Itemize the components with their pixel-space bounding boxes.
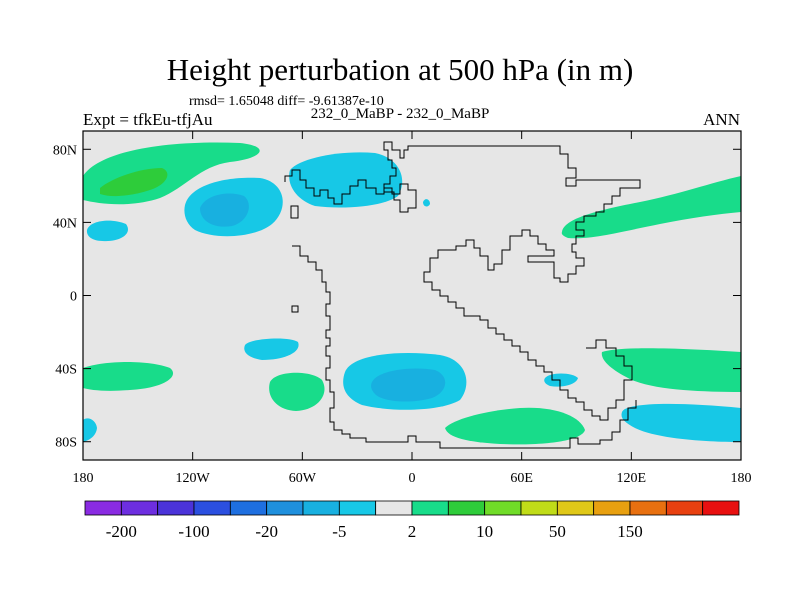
lat-tick-label: 40S [55,363,77,378]
lon-tick-label: 180 [73,471,94,486]
stats-label: rmsd= 1.65048 diff= -9.61387e-10 [189,94,384,109]
colorbar-swatch [411,500,449,516]
anomaly-region-positive [561,176,741,239]
anomaly-region-positive [269,372,325,411]
anomaly-region-negative [544,373,578,387]
colorbar-swatch [593,500,631,516]
colorbar-swatch [520,500,558,516]
lat-tick-label: 0 [70,290,77,305]
colorbar-swatch [229,500,268,516]
longitude-axis: 180 120W 60W 0 60E 120E 180 [73,131,752,486]
lat-tick-label: 80N [53,143,77,158]
colorbar-swatch [556,500,595,516]
lon-tick-label: 180 [731,471,752,486]
colorbar-label: 2 [408,522,417,541]
case-label: 232_0_MaBP - 232_0_MaBP [310,106,490,122]
colorbar-label: 150 [617,522,643,541]
colorbar: -200 -100 -20 -5 2 10 50 150 [84,500,740,541]
anomaly-region-negative [83,418,97,442]
continent-outlines [284,141,641,449]
anomaly-region-negative [371,368,446,402]
anomaly-region-positive [601,348,741,392]
anomaly-region-positive [445,407,585,445]
continent-outline [292,245,637,449]
colorbar-swatch [157,500,195,516]
season-label: ANN [703,110,740,129]
lon-tick-label: 120E [617,471,647,486]
colorbar-swatch [665,500,704,516]
colorbar-swatch [629,500,667,516]
lat-tick-label: 80S [55,436,77,451]
island-outline [291,305,299,313]
colorbar-label: -100 [178,522,209,541]
anomaly-region-positive [100,168,168,197]
colorbar-swatch [484,500,522,516]
colorbar-swatch [266,500,304,516]
colorbar-swatch [702,500,740,516]
colorbar-label: 10 [476,522,493,541]
plot-title: Height perturbation at 500 hPa (in m) [166,52,634,87]
colorbar-swatch [193,500,231,516]
colorbar-label: 50 [549,522,566,541]
colorbar-swatch [84,500,122,516]
lon-tick-label: 120W [176,471,211,486]
colorbar-swatch [338,500,377,516]
anomaly-region-negative [423,199,430,207]
colorbar-swatch [447,500,486,516]
experiment-label: Expt = tfkEu-tfjAu [83,110,213,129]
latitude-axis: 80N 40N 0 40S 80S [53,143,741,451]
continent-outline [284,141,641,421]
anomaly-region-negative [244,338,299,360]
anomaly-region-negative [289,152,403,208]
colorbar-label: -5 [332,522,346,541]
lon-tick-label: 60W [289,471,317,486]
island-outline [290,205,299,219]
anomaly-region-negative [200,193,249,227]
lat-tick-label: 40N [53,216,77,231]
anomaly-region-negative [86,220,128,242]
anomaly-region-positive [83,362,174,391]
colorbar-label: -200 [106,522,137,541]
colorbar-label: -20 [255,522,278,541]
anomaly-fills [83,142,741,445]
lon-tick-label: 0 [409,471,416,486]
colorbar-swatch [375,500,413,516]
colorbar-swatch [120,500,159,516]
colorbar-swatch [302,500,340,516]
lon-tick-label: 60E [510,471,533,486]
anomaly-region-negative [621,403,741,442]
